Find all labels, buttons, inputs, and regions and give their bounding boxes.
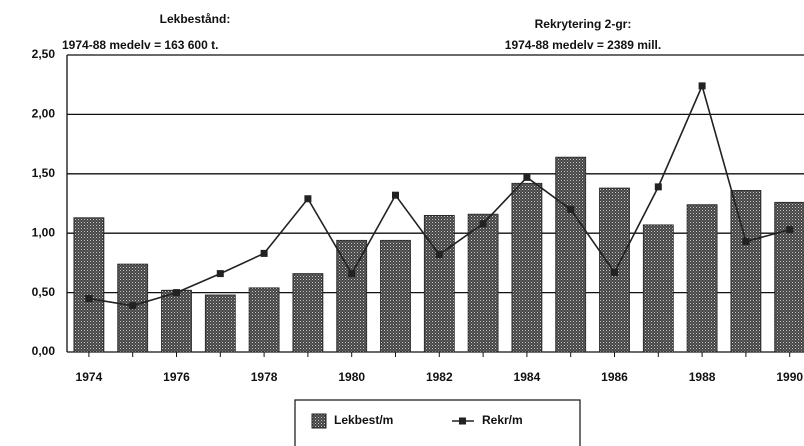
legend-swatch: [459, 417, 466, 425]
line-marker: [698, 82, 706, 90]
bar: [555, 156, 587, 353]
line-marker: [654, 183, 662, 191]
legend-label: Rekr/m: [482, 413, 523, 427]
x-tick-label: 1986: [601, 370, 628, 384]
line-marker: [392, 191, 399, 199]
line-marker: [304, 195, 312, 203]
x-tick-label: 1976: [163, 370, 190, 384]
x-tick-label: 1990: [776, 370, 803, 384]
bar: [467, 213, 499, 353]
line-marker: [260, 249, 268, 257]
bar: [336, 239, 368, 353]
y-tick-label: 2,50: [32, 47, 56, 61]
y-tick-label: 0,50: [32, 285, 56, 299]
line-marker: [567, 205, 575, 213]
legend-label: Lekbest/m: [334, 413, 393, 427]
y-tick-label: 0,00: [32, 344, 56, 358]
bar: [730, 190, 762, 353]
annotation: Lekbestånd:: [160, 12, 231, 26]
x-tick-label: 1988: [689, 370, 716, 384]
line-marker: [786, 226, 794, 234]
line-marker: [742, 238, 750, 246]
bar: [511, 182, 543, 353]
bar: [248, 287, 280, 353]
x-tick-label: 1974: [76, 370, 103, 384]
x-tick-label: 1982: [426, 370, 453, 384]
bar: [686, 204, 718, 353]
x-tick-label: 1978: [251, 370, 278, 384]
bar: [73, 217, 105, 353]
line-marker: [216, 270, 224, 278]
bar: [774, 201, 804, 353]
bar: [161, 289, 192, 353]
y-tick-label: 1,50: [32, 166, 56, 180]
bar: [292, 273, 324, 353]
y-tick-label: 1,00: [32, 225, 56, 239]
line-marker: [523, 173, 531, 181]
line-marker: [479, 220, 487, 228]
y-tick-label: 2,00: [32, 107, 56, 121]
bar: [380, 239, 411, 353]
bar: [204, 294, 236, 353]
legend-swatch: [311, 413, 327, 429]
bar: [423, 214, 455, 353]
line-marker: [435, 251, 443, 259]
annotation: 1974-88 medelv = 163 600 t.: [62, 38, 218, 52]
line-marker: [85, 295, 93, 303]
line-marker: [348, 270, 356, 278]
x-tick-label: 1984: [514, 370, 541, 384]
annotation: 1974-88 medelv = 2389 mill.: [505, 38, 661, 52]
annotation: Rekrytering 2-gr:: [535, 17, 632, 31]
line-marker: [173, 289, 180, 297]
line-marker: [129, 302, 137, 310]
x-tick-label: 1980: [338, 370, 365, 384]
line-marker: [611, 268, 618, 276]
bar: [642, 224, 674, 353]
legend-box: [294, 399, 581, 446]
